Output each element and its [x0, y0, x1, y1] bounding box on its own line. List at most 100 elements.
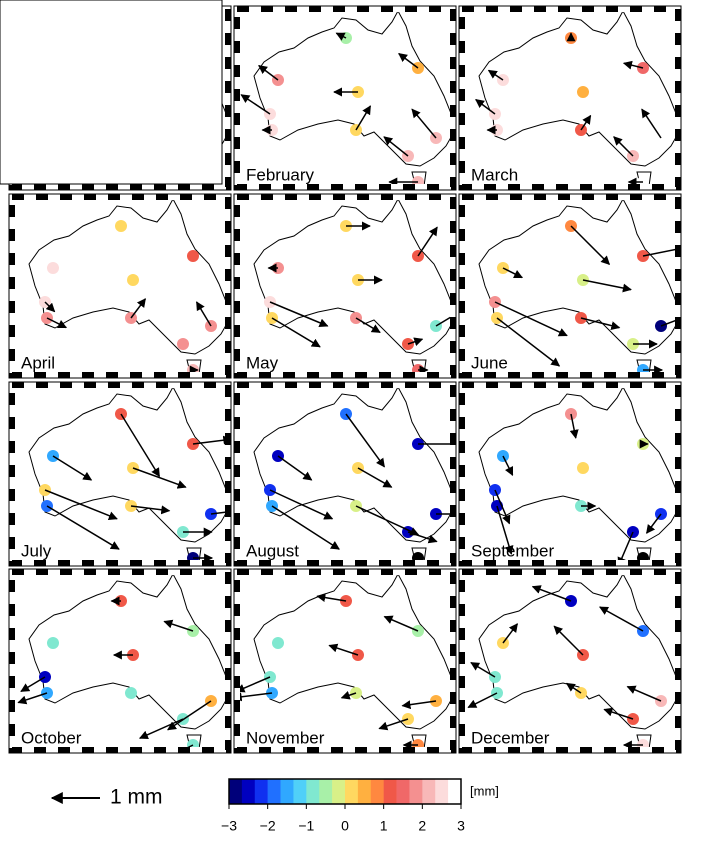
frame-edge — [233, 5, 457, 191]
map-panel: November — [233, 568, 457, 754]
colorbar-step — [229, 779, 243, 804]
month-label: March — [471, 165, 518, 184]
colorbar-tick-label: 3 — [457, 818, 465, 834]
coastline — [253, 9, 455, 189]
frame-checker — [9, 194, 231, 378]
frame-edge — [233, 381, 457, 567]
month-label: December — [471, 728, 550, 747]
displacement-arrow — [378, 718, 409, 731]
coastline — [478, 197, 680, 377]
colorbar-step — [370, 779, 384, 804]
displacement-arrow — [565, 682, 582, 694]
frame-checker — [459, 382, 681, 566]
colorbar-step — [448, 779, 462, 804]
colorbar-step — [345, 779, 359, 804]
colorbar-step — [254, 779, 268, 804]
panel-content — [478, 385, 680, 566]
displacement-arrow — [417, 226, 438, 257]
colorbar-tick-label: −3 — [221, 818, 237, 834]
displacement-arrow — [613, 136, 634, 157]
displacement-arrow — [44, 489, 118, 520]
displacement-arrow — [570, 225, 611, 266]
panel-content — [28, 385, 231, 565]
frame-edge — [458, 381, 682, 567]
displacement-arrow — [130, 298, 146, 319]
displacement-arrow — [407, 337, 424, 347]
displacement-arrow — [603, 707, 634, 720]
month-label: June — [471, 353, 508, 372]
panel-bg — [0, 0, 223, 185]
displacement-arrow — [258, 64, 279, 81]
month-label: July — [21, 541, 52, 560]
map-panel: December — [458, 568, 682, 754]
station-dot — [115, 408, 127, 420]
map-panel: May — [233, 193, 457, 379]
frame-edge — [8, 381, 232, 567]
frame-edge — [458, 5, 682, 191]
panel-content — [253, 385, 456, 566]
colorbar-tick-label: 0 — [341, 818, 349, 834]
panel-content — [253, 197, 456, 377]
colorbar-step — [357, 779, 372, 804]
displacement-arrow — [470, 661, 496, 678]
colorbar-step — [422, 779, 436, 804]
panel-content — [234, 572, 455, 752]
colorbar-step — [280, 779, 294, 804]
map-panel: July — [8, 381, 232, 567]
map-panel: August — [233, 381, 457, 567]
frame-checker — [459, 194, 681, 378]
station-dot — [115, 220, 127, 232]
colorbar-step — [409, 779, 423, 804]
frame-edge — [458, 193, 682, 379]
month-label: October — [21, 728, 82, 747]
frame-checker — [459, 569, 681, 753]
displacement-arrow — [398, 52, 419, 69]
colorbar-tick-label: −2 — [260, 818, 276, 834]
displacement-arrow — [20, 676, 46, 693]
displacement-arrow — [240, 94, 271, 115]
map-panel: February — [233, 5, 457, 191]
colorbar-step — [241, 779, 256, 804]
month-label: May — [246, 353, 279, 372]
station-dot — [577, 86, 589, 98]
colorbar-tick-label: −1 — [298, 818, 314, 834]
panel-content — [28, 197, 230, 377]
station-dot — [125, 687, 137, 699]
displacement-arrow — [163, 619, 194, 632]
displacement-arrow — [582, 279, 632, 293]
coastline — [478, 572, 680, 752]
displacement-arrow — [467, 692, 498, 709]
colorbar-step — [383, 779, 397, 804]
displacement-arrow — [17, 692, 48, 705]
displacement-arrow — [401, 700, 437, 710]
station-dot — [187, 250, 199, 262]
month-label: November — [246, 728, 325, 747]
displacement-arrow — [502, 267, 524, 279]
map-panel: September — [458, 381, 682, 567]
displacement-arrow — [383, 615, 419, 632]
map-panel: October — [8, 568, 232, 754]
displacement-arrow — [357, 467, 393, 488]
frame-checker — [9, 382, 231, 566]
displacement-arrow — [641, 108, 662, 139]
frame-checker — [459, 6, 681, 190]
displacement-arrow — [487, 69, 504, 81]
displacement-arrow — [599, 606, 644, 632]
displacement-arrow — [195, 301, 212, 327]
displacement-arrow — [355, 505, 420, 536]
displacement-arrow — [475, 98, 496, 115]
displacement-arrow — [531, 585, 572, 602]
displacement-arrow — [553, 625, 584, 656]
colorbar-step — [396, 779, 410, 804]
displacement-arrow — [569, 413, 579, 439]
frame-checker — [234, 6, 456, 190]
displacement-arrow — [271, 317, 321, 348]
displacement-arrow — [52, 455, 93, 481]
colorbar-step — [319, 779, 333, 804]
coastline — [478, 385, 680, 565]
displacement-arrow — [138, 718, 184, 740]
station-dot — [47, 262, 59, 274]
displacement-arrow — [46, 317, 68, 329]
frame-edge — [233, 568, 457, 754]
